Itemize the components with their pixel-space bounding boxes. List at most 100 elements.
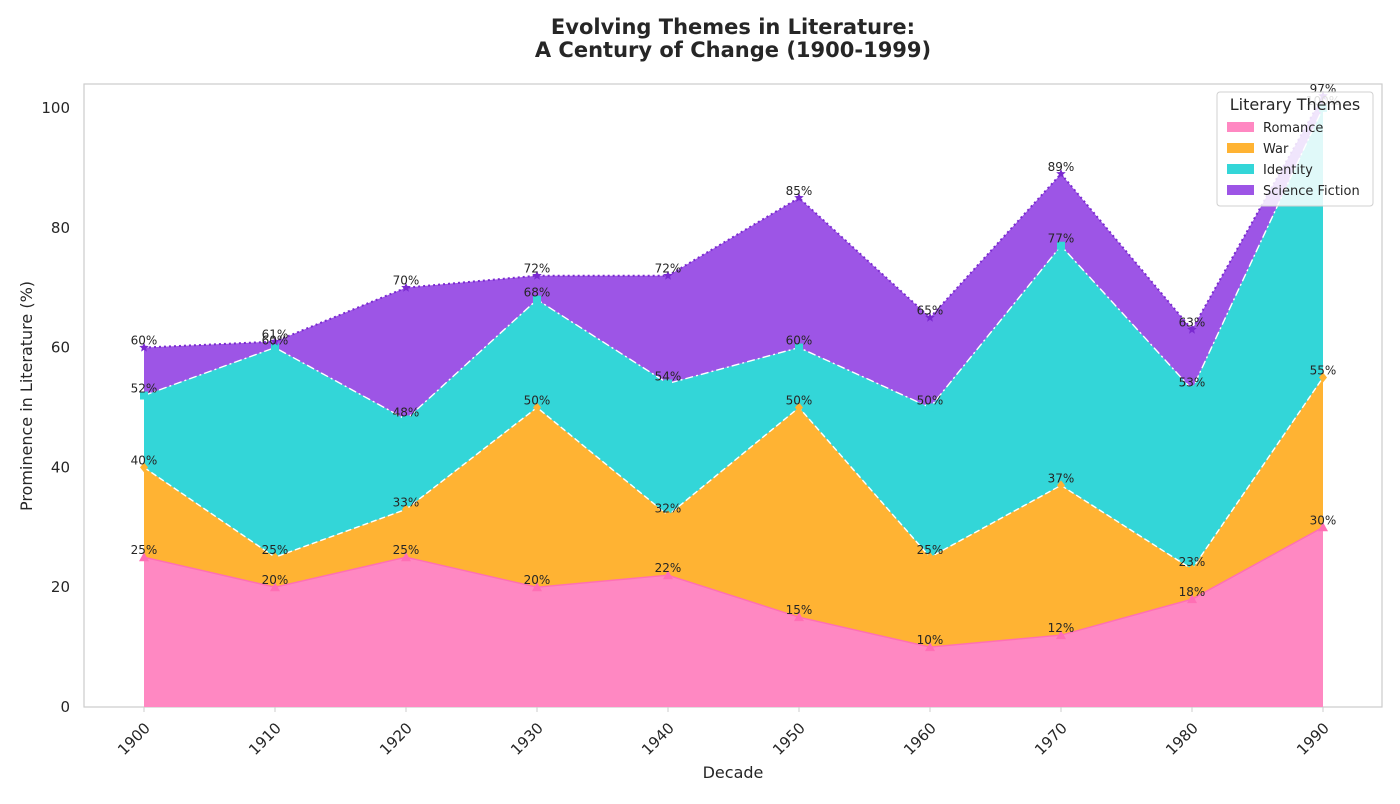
data-label-identity-1960: 50% (917, 393, 944, 407)
x-axis-label: Decade (703, 763, 764, 782)
data-label-science-fiction-1910: 61% (262, 328, 289, 342)
marker-science-fiction-1980 (1187, 324, 1197, 334)
x-tick-label-1940: 1940 (638, 719, 678, 759)
data-label-war-1940: 32% (655, 501, 682, 515)
x-tick-label-1900: 1900 (114, 719, 154, 759)
marker-identity-1980 (1188, 385, 1196, 394)
marker-war-1900 (140, 462, 148, 473)
x-tick-label-1930: 1930 (507, 719, 547, 759)
marker-science-fiction-1950 (794, 192, 804, 202)
y-axis-ticks: 0 20 40 60 80 100 (41, 99, 70, 716)
marker-romance-1970 (1056, 630, 1066, 640)
marker-war-1930 (533, 402, 541, 413)
x-tick-label-1970: 1970 (1031, 719, 1071, 759)
chart-title-line-2: A Century of Change (1900-1999) (535, 38, 931, 62)
y-tick-label-80: 80 (51, 219, 70, 237)
legend-label-romance: Romance (1263, 121, 1323, 136)
marker-identity-1920 (402, 415, 410, 424)
marker-identity-1960 (926, 403, 934, 412)
lines-layer (139, 91, 1328, 652)
marker-romance-1950 (794, 612, 804, 622)
data-label-identity-1940: 54% (655, 370, 682, 384)
y-tick-label-40: 40 (51, 458, 70, 476)
marker-identity-1910 (271, 343, 279, 352)
line-war (143, 377, 1324, 571)
areas-layer (144, 95, 1323, 707)
y-axis-label: Prominence in Literature (%) (17, 281, 36, 511)
marker-war-1990 (1319, 372, 1327, 383)
data-label-science-fiction-1950: 85% (786, 184, 813, 198)
marker-war-1910 (271, 552, 279, 563)
data-label-war-1910: 25% (262, 543, 289, 557)
marker-romance-1900 (139, 552, 149, 562)
data-label-war-1970: 37% (1048, 471, 1075, 485)
data-labels-layer: 25% 20% 25% 20% 22% 15% 10% 12% 18% 30% 40% 25% 33% 5… (131, 82, 1340, 647)
y-tick-label-0: 0 (60, 698, 70, 716)
marker-romance-1920 (401, 552, 411, 562)
legend-label-war: War (1263, 142, 1289, 157)
marker-science-fiction-1960 (925, 312, 935, 322)
data-label-identity-1910: 60% (262, 334, 289, 348)
legend-swatch-identity (1227, 164, 1254, 174)
data-label-romance-1930: 20% (524, 573, 551, 587)
marker-identity-1900 (140, 391, 148, 400)
data-label-romance-1920: 25% (393, 543, 420, 557)
marker-science-fiction-1940 (663, 270, 673, 280)
data-label-romance-1910: 20% (262, 573, 289, 587)
data-label-war-1950: 50% (786, 393, 813, 407)
legend-label-identity: Identity (1263, 163, 1313, 178)
area-identity (144, 107, 1323, 570)
data-label-war-1990: 55% (1310, 364, 1337, 378)
marker-war-1920 (402, 504, 410, 515)
data-label-romance-1900: 25% (131, 543, 158, 557)
marker-romance-1910 (270, 582, 280, 592)
data-label-science-fiction-1920: 70% (393, 274, 420, 288)
data-label-identity-1920: 48% (393, 405, 420, 419)
legend: Literary Themes Romance War Identity Scienc… (1216, 91, 1374, 207)
marker-science-fiction-1920 (401, 282, 411, 292)
marker-science-fiction-1970 (1056, 168, 1066, 178)
marker-war-1940 (664, 510, 672, 521)
marker-war-1970 (1057, 480, 1065, 491)
data-label-war-1930: 50% (524, 393, 551, 407)
line-identity (143, 107, 1324, 421)
legend-swatch-war (1227, 143, 1254, 153)
legend-swatch-romance (1227, 122, 1254, 132)
x-tick-label-1950: 1950 (769, 719, 809, 759)
x-axis-ticks: 1900 1910 1920 1930 1940 1950 1960 1970 1980 1990 (114, 707, 1333, 759)
data-label-romance-1980: 18% (1179, 585, 1206, 599)
marker-romance-1960 (925, 642, 935, 652)
area-science-fiction (144, 95, 1323, 420)
x-tick-label-1920: 1920 (376, 719, 416, 759)
marker-romance-1930 (532, 582, 542, 592)
line-science-fiction (143, 95, 1324, 349)
data-label-science-fiction-1940: 72% (655, 262, 682, 276)
x-tick-label-1960: 1960 (900, 719, 940, 759)
marker-identity-1970 (1057, 241, 1065, 250)
y-tick-label-60: 60 (51, 339, 70, 357)
data-label-identity-1930: 68% (524, 286, 551, 300)
data-label-romance-1950: 15% (786, 603, 813, 617)
marker-romance-1980 (1187, 594, 1197, 604)
marker-identity-1950 (795, 343, 803, 352)
data-label-science-fiction-1930: 72% (524, 262, 551, 276)
legend-label-science-fiction: Science Fiction (1263, 184, 1360, 199)
area-romance (144, 527, 1323, 707)
y-tick-label-100: 100 (41, 99, 70, 117)
legend-title: Literary Themes (1230, 95, 1361, 114)
chart-title-line-1: Evolving Themes in Literature: (551, 15, 915, 39)
marker-romance-1990 (1318, 522, 1328, 532)
data-label-science-fiction-1980: 63% (1179, 316, 1206, 330)
data-label-identity-1970: 77% (1048, 232, 1075, 246)
data-label-identity-1950: 60% (786, 334, 813, 348)
x-tick-label-1980: 1980 (1162, 719, 1202, 759)
data-label-war-1900: 40% (131, 453, 158, 467)
data-label-romance-1970: 12% (1048, 621, 1075, 635)
marker-war-1960 (926, 552, 934, 563)
data-label-science-fiction-1960: 65% (917, 304, 944, 318)
data-label-war-1960: 25% (917, 543, 944, 557)
marker-romance-1940 (663, 570, 673, 580)
data-label-war-1920: 33% (393, 495, 420, 509)
